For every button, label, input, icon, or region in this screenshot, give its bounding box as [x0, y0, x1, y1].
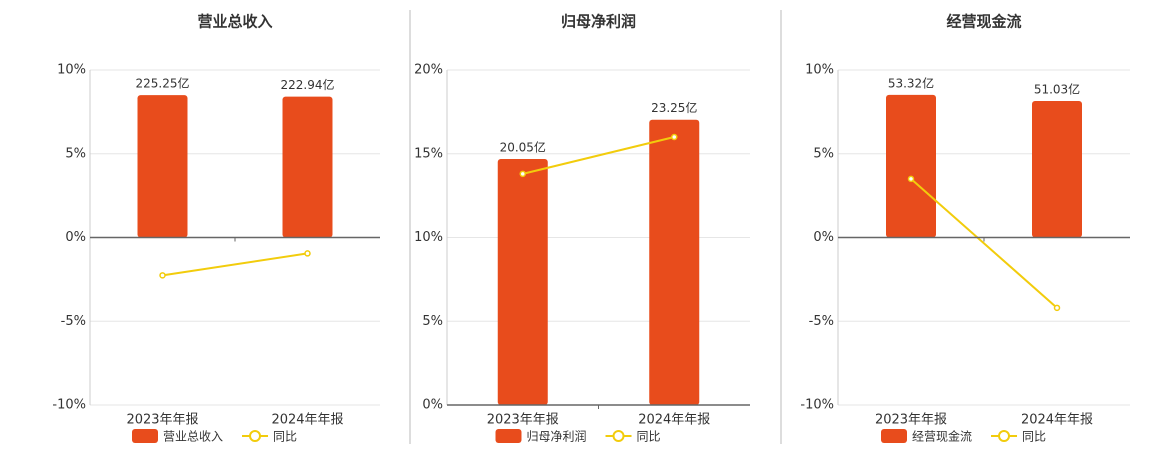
- y-tick-label: -5%: [61, 314, 86, 329]
- x-tick-label: 2024年年报: [638, 413, 710, 428]
- y-tick-label: 0%: [813, 230, 834, 245]
- bar: [497, 158, 548, 405]
- y-tick-label: 5%: [422, 314, 443, 329]
- chart-title: 营业总收入: [197, 13, 272, 31]
- y-tick-label: 0%: [65, 230, 86, 245]
- legend-swatch: [998, 430, 1011, 442]
- line-point: [671, 133, 678, 141]
- y-tick-label: 15%: [414, 146, 443, 161]
- bar: [649, 119, 700, 405]
- line-point: [1053, 304, 1061, 312]
- y-tick-label: -5%: [809, 314, 834, 329]
- bar: [282, 96, 333, 238]
- x-tick-label: 2023年年报: [875, 413, 947, 428]
- line-series: [522, 136, 675, 175]
- legend-label: 归母净利润: [527, 430, 587, 444]
- legend-swatch: [495, 429, 522, 443]
- legend-swatch: [249, 430, 262, 442]
- bar: [886, 94, 936, 238]
- line-point: [907, 175, 915, 183]
- y-tick-label: 10%: [414, 230, 443, 245]
- value-label: 53.32亿: [888, 75, 934, 90]
- legend-label: 同比: [637, 430, 661, 444]
- value-label: 23.25亿: [651, 100, 697, 115]
- bar: [1032, 100, 1082, 238]
- y-tick-label: 20%: [414, 63, 443, 78]
- y-tick-label: 0%: [422, 398, 443, 413]
- chart-title: 经营现金流: [946, 13, 1021, 31]
- line-point: [304, 250, 311, 257]
- y-tick-label: 5%: [813, 146, 834, 161]
- value-label: 222.94亿: [281, 77, 335, 92]
- legend-label: 同比: [273, 430, 297, 444]
- y-tick-label: -10%: [52, 398, 86, 413]
- legend-label: 同比: [1022, 430, 1046, 444]
- value-label: 51.03亿: [1034, 81, 1080, 96]
- line-point: [519, 170, 526, 178]
- legend-swatch: [132, 429, 158, 443]
- line-series: [162, 252, 308, 277]
- chart-title: 归母净利润: [561, 13, 636, 31]
- legend-swatch: [881, 429, 907, 443]
- legend-label: 经营现金流: [912, 429, 972, 444]
- legend-label: 营业总收入: [163, 430, 223, 444]
- y-tick-label: 10%: [805, 63, 834, 78]
- x-tick-label: 2024年年报: [271, 413, 343, 428]
- bar: [137, 95, 188, 238]
- line-series: [910, 178, 1058, 309]
- x-tick-label: 2023年年报: [126, 413, 198, 428]
- x-tick-label: 2024年年报: [1021, 413, 1093, 428]
- legend-swatch: [612, 430, 625, 442]
- value-label: 225.25亿: [136, 76, 190, 91]
- value-label: 20.05亿: [500, 139, 546, 154]
- y-tick-label: -10%: [800, 398, 834, 413]
- x-tick-label: 2023年年报: [487, 413, 559, 428]
- y-tick-label: 5%: [65, 146, 86, 161]
- y-tick-label: 10%: [57, 63, 86, 78]
- line-point: [159, 272, 166, 279]
